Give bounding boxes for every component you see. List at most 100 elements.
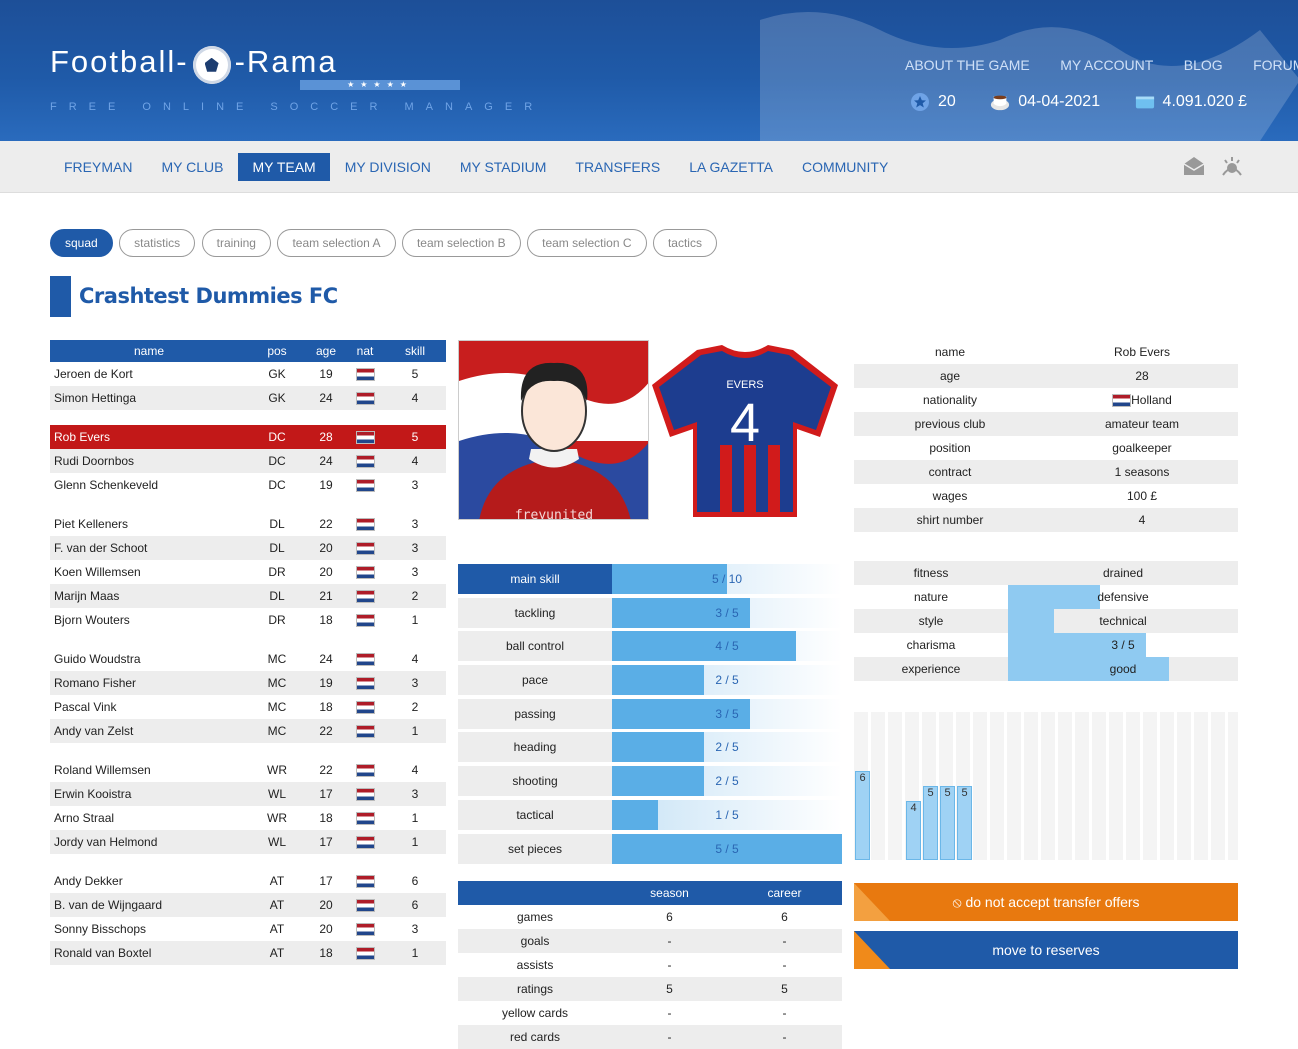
table-row[interactable]: F. van der Schoot DL 20 3 — [50, 536, 446, 560]
top-nav: ABOUT THE GAME MY ACCOUNT BLOG FORUM — [905, 57, 1298, 75]
main-nav-tabs: FREYMAN MY CLUB MY TEAM MY DIVISION MY STADI… — [50, 153, 903, 181]
player-pos: DL — [269, 517, 285, 531]
subtab-tactics[interactable]: tactics — [652, 229, 717, 257]
attribute-value-cell: technical — [1008, 609, 1238, 633]
player-skill: 6 — [384, 893, 446, 917]
netherlands-flag-icon — [355, 614, 375, 628]
player-age: 18 — [319, 613, 333, 627]
player-name: Andy Dekker — [54, 874, 123, 888]
subtab-team-selection-c[interactable]: team selection C — [527, 229, 647, 257]
player-skill: 1 — [384, 830, 446, 854]
netherlands-flag-icon — [355, 542, 375, 556]
gap-cell — [50, 854, 446, 869]
player-skill: 4 — [411, 652, 419, 666]
nav-my-account[interactable]: MY ACCOUNT — [1060, 57, 1154, 73]
player-stats-table: season career games 6 6 goals - - assists - - rat… — [458, 881, 842, 1049]
info-value-text: Holland — [1131, 392, 1172, 407]
info-row: shirt number 4 — [854, 508, 1238, 532]
logo-text-left: Football- — [50, 44, 189, 79]
reserves-button-label: move to reserves — [992, 942, 1100, 958]
table-row[interactable]: Roland Willemsen WR 22 4 — [50, 758, 446, 782]
table-row[interactable]: Erwin Kooistra WL 17 3 — [50, 782, 446, 806]
col-skill[interactable]: skill — [384, 340, 446, 362]
money-amount: 4.091.020 £ — [1162, 93, 1248, 111]
col-pos[interactable]: pos — [248, 340, 306, 362]
stats-row: ratings 5 5 — [458, 977, 842, 1001]
table-row[interactable]: Arno Straal WR 18 1 — [50, 806, 446, 830]
table-row[interactable]: Andy Dekker AT 17 6 — [50, 869, 446, 893]
table-row[interactable]: Simon Hettinga GK 24 4 — [50, 386, 446, 410]
info-label: age — [854, 364, 1046, 388]
shirt-number: 4 — [730, 393, 760, 453]
attribute-value-cell: drained — [1008, 561, 1238, 585]
table-row[interactable]: B. van de Wijngaard AT 20 6 — [50, 893, 446, 917]
table-row[interactable]: Ronald van Boxtel AT 18 1 — [50, 941, 446, 965]
stat-career: - — [727, 1025, 842, 1049]
subtab-training[interactable]: training — [201, 229, 271, 257]
stat-season: - — [612, 1025, 727, 1049]
info-value-text: goalkeeper — [1112, 441, 1172, 455]
table-row[interactable]: Romano Fisher MC 19 3 — [50, 671, 446, 695]
skill-row: tactical 1 / 5 — [458, 799, 842, 830]
nav-la-gazetta[interactable]: LA GAZETTA — [689, 159, 773, 175]
subtab-team-selection-b[interactable]: team selection B — [401, 229, 521, 257]
nav-community[interactable]: COMMUNITY — [801, 159, 889, 175]
player-nat — [346, 386, 384, 410]
table-row[interactable]: Koen Willemsen DR 20 3 — [50, 560, 446, 584]
player-shirt: EVERS 4 — [652, 345, 838, 520]
netherlands-flag-icon — [1112, 394, 1132, 408]
table-row[interactable]: Jeroen de Kort GK 19 5 — [50, 362, 446, 386]
table-row[interactable]: Rob Evers DC 28 5 — [50, 425, 446, 449]
site-header: Football- -Rama ★★★★★ FREE ONLINE SOCCER … — [0, 0, 1298, 141]
do-not-accept-transfer-offers-button[interactable]: ⦸ do not accept transfer offers — [854, 883, 1238, 921]
nav-my-stadium[interactable]: MY STADIUM — [459, 159, 547, 175]
nav-my-club[interactable]: MY CLUB — [161, 159, 224, 175]
game-date: 04-04-2021 — [1018, 93, 1101, 111]
table-row[interactable]: Pascal Vink MC 18 2 — [50, 695, 446, 719]
player-pos: AT — [269, 922, 285, 936]
col-age[interactable]: age — [306, 340, 346, 362]
table-row[interactable]: Piet Kelleners DL 22 3 — [50, 512, 446, 536]
table-row[interactable]: Sonny Bisschops AT 20 3 — [50, 917, 446, 941]
attribute-row: charisma 3 / 5 — [854, 633, 1238, 657]
subtab-squad[interactable]: squad — [50, 229, 113, 257]
skill-bar-fill — [612, 597, 750, 628]
nav-my-team[interactable]: MY TEAM — [238, 153, 330, 181]
skill-bar: 4 / 5 — [612, 631, 842, 662]
site-logo[interactable]: Football- -Rama ★★★★★ — [50, 44, 460, 90]
nav-transfers[interactable]: TRANSFERS — [575, 159, 661, 175]
nav-freyman[interactable]: FREYMAN — [64, 159, 133, 175]
logout-icon[interactable] — [1220, 154, 1244, 178]
player-skill: 3 — [411, 922, 419, 936]
info-value: 100 £ — [1046, 484, 1238, 508]
nav-forum[interactable]: FORUM — [1253, 57, 1298, 73]
table-row[interactable]: Guido Woudstra MC 24 4 — [50, 647, 446, 671]
table-row[interactable]: Glenn Schenkeveld DC 19 3 — [50, 473, 446, 497]
player-pos: WR — [267, 763, 287, 777]
player-nat — [346, 560, 384, 584]
nav-about-the-game[interactable]: ABOUT THE GAME — [905, 57, 1030, 73]
nav-blog[interactable]: BLOG — [1183, 57, 1223, 73]
mail-icon[interactable] — [1182, 154, 1206, 178]
subtab-statistics[interactable]: statistics — [119, 229, 196, 257]
nav-my-division[interactable]: MY DIVISION — [344, 159, 431, 175]
info-value: goalkeeper — [1046, 436, 1238, 460]
player-skill: 1 — [411, 811, 419, 825]
player-pos: DL — [248, 536, 306, 560]
col-name[interactable]: name — [50, 340, 248, 362]
player-pos: WR — [267, 811, 287, 825]
player-nat — [346, 608, 384, 632]
table-row[interactable]: Andy van Zelst MC 22 1 — [50, 719, 446, 743]
move-to-reserves-button[interactable]: move to reserves — [854, 931, 1238, 969]
attributes-table: fitness drained nature defensive style techni… — [854, 561, 1238, 681]
table-row[interactable]: Bjorn Wouters DR 18 1 — [50, 608, 446, 632]
skill-value: 2 / 5 — [715, 774, 739, 789]
stat-season: 5 — [612, 977, 727, 1001]
subtab-team-selection-a[interactable]: team selection A — [277, 229, 396, 257]
squad-table: name pos age nat skill Jeroen de Kort GK 1… — [50, 340, 446, 965]
table-row[interactable]: Marijn Maas DL 21 2 — [50, 584, 446, 608]
table-row[interactable]: Rudi Doornbos DC 24 4 — [50, 449, 446, 473]
table-row[interactable]: Jordy van Helmond WL 17 1 — [50, 830, 446, 854]
col-nat[interactable]: nat — [346, 340, 384, 362]
skill-bar: 1 / 5 — [612, 799, 842, 830]
